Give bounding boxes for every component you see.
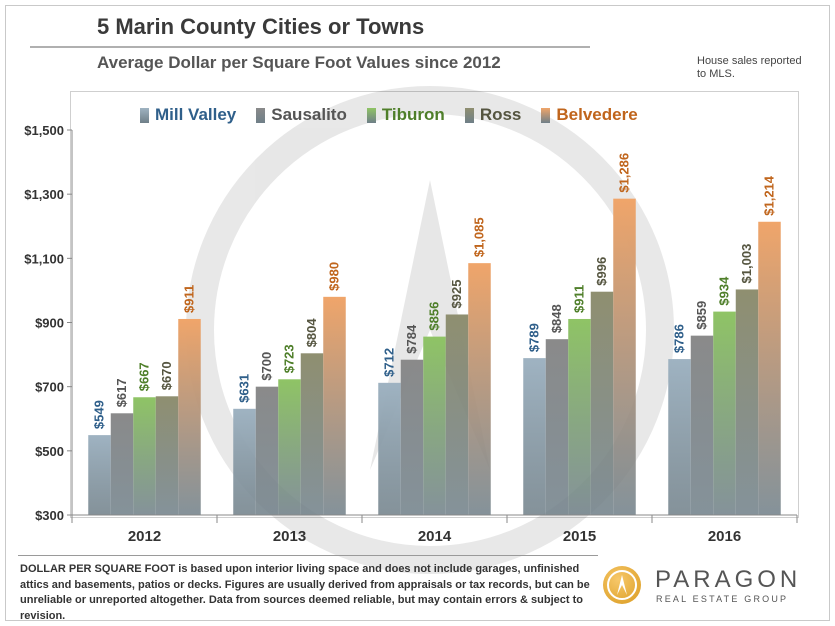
- bar: [278, 379, 301, 515]
- bar: [568, 318, 591, 515]
- data-label: $712: [382, 348, 397, 377]
- data-label: $670: [159, 361, 174, 390]
- legend-swatch: [541, 107, 551, 123]
- legend-swatch: [256, 107, 266, 123]
- data-label: $934: [717, 276, 732, 306]
- x-axis: 2012 2013 2014 2015 2016: [71, 514, 798, 545]
- bar: [523, 358, 546, 515]
- legend-item: Ross: [464, 105, 522, 125]
- bar: [178, 318, 201, 515]
- data-label: $911: [572, 285, 587, 313]
- legend-swatch: [366, 107, 376, 123]
- bar: [323, 296, 346, 515]
- y-axis: $300 $500 $700 $900 $1,100 $1,300 $1,500: [24, 123, 73, 523]
- bar: [590, 291, 614, 515]
- data-label: $848: [549, 304, 564, 333]
- chart-subtitle: Average Dollar per Square Foot Values si…: [97, 53, 501, 72]
- data-label: $789: [527, 323, 542, 352]
- bar: [713, 311, 736, 515]
- data-label: $804: [304, 318, 319, 348]
- data-label: $1,085: [472, 217, 487, 257]
- chart-note: House sales reported to MLS.: [697, 55, 802, 80]
- data-label: $667: [137, 362, 152, 391]
- logo-tagline: REAL ESTATE GROUP: [656, 594, 789, 604]
- data-label: $549: [92, 400, 107, 429]
- y-tick-label: $700: [35, 380, 64, 395]
- bar: [233, 408, 256, 515]
- data-label: $911: [182, 285, 197, 313]
- y-tick-label: $1,300: [24, 187, 64, 202]
- data-label: $859: [694, 301, 709, 330]
- paragon-logo: PARAGON REAL ESTATE GROUP: [603, 566, 808, 610]
- bar: [133, 397, 156, 515]
- data-label: $723: [282, 344, 297, 373]
- plot-area: [70, 91, 799, 518]
- chart-title: 5 Marin County Cities or Towns: [97, 14, 425, 39]
- legend-item: Sausalito: [256, 105, 347, 125]
- legend-label: Belvedere: [556, 105, 638, 124]
- bar: [758, 221, 781, 515]
- x-tick-label: 2014: [418, 528, 452, 545]
- legend-item: Tiburon: [366, 105, 445, 125]
- x-tick-label: 2012: [128, 528, 161, 545]
- y-tick-label: $1,500: [24, 123, 64, 138]
- x-tick-label: 2016: [708, 528, 741, 545]
- legend-label: Sausalito: [271, 105, 347, 124]
- bar: [468, 263, 491, 515]
- legend-label: Ross: [479, 105, 522, 124]
- bar: [110, 413, 134, 515]
- data-label: $856: [427, 302, 442, 331]
- legend-label: Mill Valley: [155, 105, 237, 124]
- logo-mark-icon: [603, 566, 641, 604]
- bar: [690, 335, 714, 515]
- legend-item: Belvedere: [541, 105, 638, 125]
- data-label: $980: [327, 262, 342, 291]
- bar: [668, 359, 691, 515]
- y-tick-label: $1,100: [24, 251, 64, 266]
- x-tick-label: 2015: [563, 528, 596, 545]
- legend-swatch: [140, 107, 149, 123]
- data-label: $617: [114, 378, 129, 407]
- bar: [735, 289, 759, 515]
- data-label: $786: [672, 324, 687, 353]
- data-label: $1,214: [762, 175, 777, 216]
- y-tick-label: $900: [35, 316, 64, 331]
- footnote: DOLLAR PER SQUARE FOOT is based upon int…: [20, 563, 590, 622]
- bar: [613, 198, 636, 516]
- bar: [255, 386, 279, 515]
- bar: [400, 359, 424, 515]
- bar: [378, 382, 401, 515]
- bar-series: $549 $617 $667 $670 $911 $631 $700 $723 $804 $980…: [88, 153, 781, 516]
- data-label: $996: [594, 257, 609, 286]
- legend-label: Tiburon: [381, 105, 445, 124]
- bar: [445, 314, 469, 515]
- legend-item: Mill Valley: [140, 105, 236, 125]
- legend-swatch: [464, 107, 474, 123]
- y-tick-label: $500: [35, 444, 64, 459]
- bar: [545, 339, 569, 515]
- logo-wordmark: PARAGON: [655, 566, 802, 593]
- footer-rule: [18, 555, 598, 556]
- data-label: $1,003: [739, 244, 754, 284]
- data-label: $1,286: [617, 153, 632, 193]
- bar: [423, 336, 446, 515]
- legend: Mill Valley Sausalito Tiburon Ross Belvedere: [140, 105, 658, 125]
- data-label: $631: [237, 374, 252, 403]
- y-tick-label: $300: [35, 508, 64, 523]
- data-label: $784: [404, 324, 419, 354]
- x-tick-label: 2013: [273, 528, 306, 545]
- data-label: $700: [259, 352, 274, 381]
- bar: [155, 396, 179, 515]
- bar: [300, 353, 324, 515]
- title-rule: [30, 46, 590, 48]
- bar: [88, 435, 111, 515]
- data-label: $925: [449, 280, 464, 309]
